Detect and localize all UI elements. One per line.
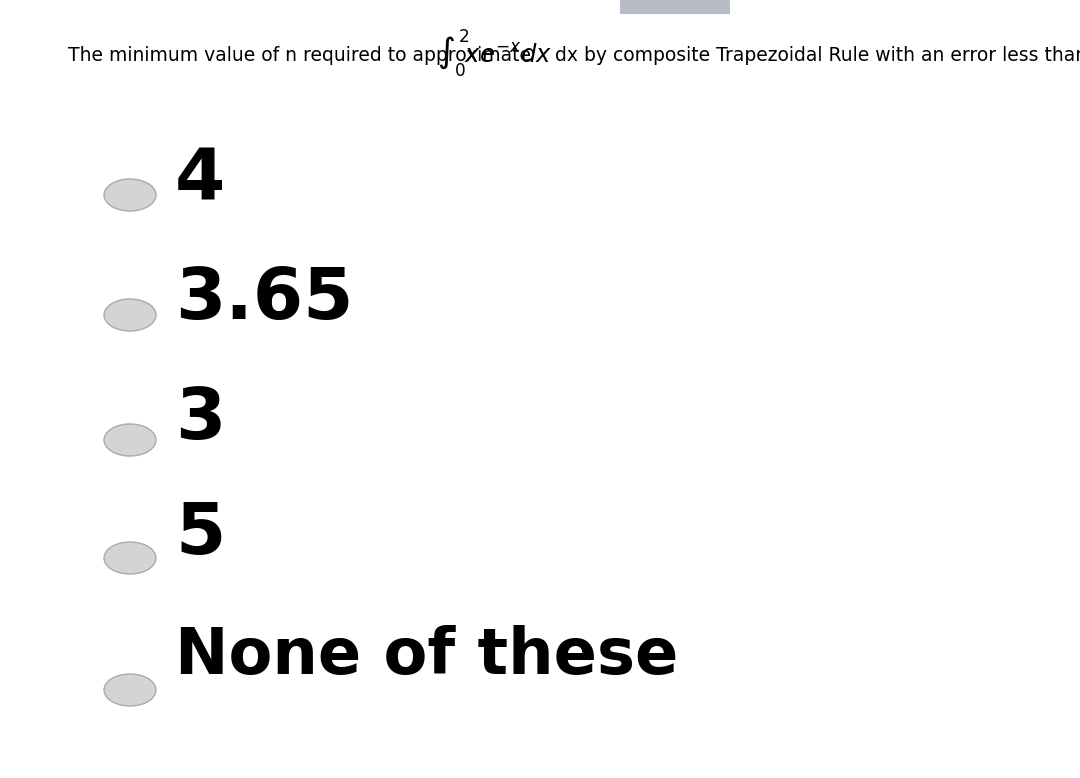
Text: 3: 3 xyxy=(175,385,226,454)
Bar xyxy=(620,0,730,14)
Ellipse shape xyxy=(104,179,156,211)
Text: dx by composite Trapezoidal Rule with an error less than 0.1 is: dx by composite Trapezoidal Rule with an… xyxy=(555,45,1080,65)
Text: $\int_{0}^{2}\! xe^{-x}dx$: $\int_{0}^{2}\! xe^{-x}dx$ xyxy=(437,27,552,79)
Text: 3.65: 3.65 xyxy=(175,265,353,334)
Ellipse shape xyxy=(104,424,156,456)
Text: The minimum value of n required to approximate: The minimum value of n required to appro… xyxy=(68,45,531,65)
Ellipse shape xyxy=(104,674,156,706)
Text: 5: 5 xyxy=(175,500,226,569)
Ellipse shape xyxy=(104,299,156,331)
Text: None of these: None of these xyxy=(175,625,678,687)
Ellipse shape xyxy=(104,542,156,574)
Text: 4: 4 xyxy=(175,145,226,214)
